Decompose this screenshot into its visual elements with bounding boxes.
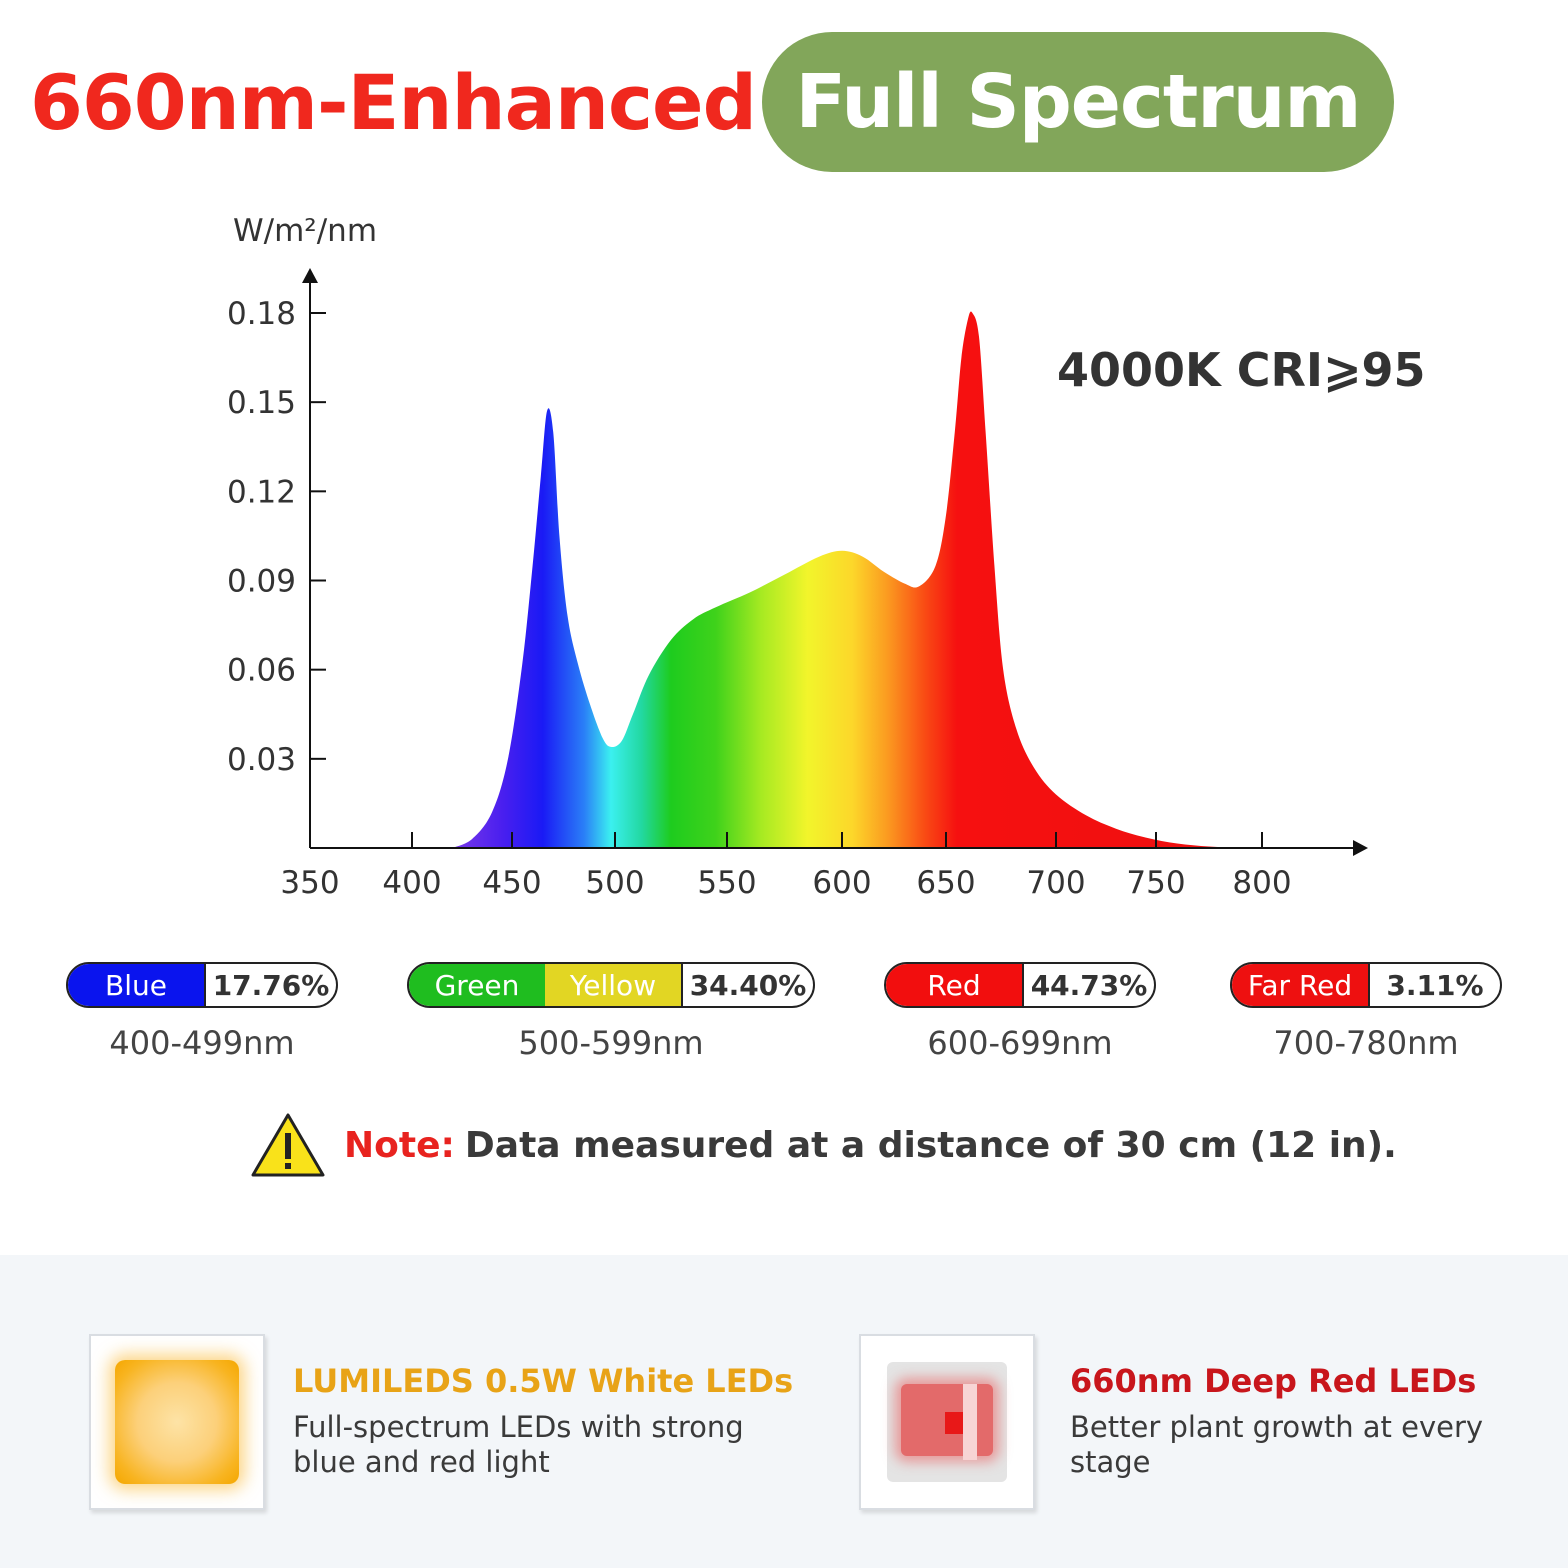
x-tick-label: 400 <box>382 865 441 901</box>
band-pill: Blue 17.76% <box>66 962 338 1008</box>
band-pill: Green Yellow 34.40% <box>407 962 815 1008</box>
white-led-chip-icon <box>89 1334 265 1510</box>
band-pill: Red 44.73% <box>884 962 1156 1008</box>
band-yellow-label: Yellow <box>545 964 681 1006</box>
x-tick-label: 800 <box>1232 865 1291 901</box>
headline: 660nm-Enhanced <box>30 58 757 147</box>
badge-label: Full Spectrum <box>795 59 1361 145</box>
white-led-title: LUMILEDS 0.5W White LEDs <box>293 1362 794 1400</box>
note-text: Data measured at a distance of 30 cm (12… <box>464 1124 1397 1166</box>
y-tick-label: 0.12 <box>227 474 296 510</box>
band-green-yellow-percent: 34.40% <box>681 964 813 1006</box>
warning-icon <box>251 1113 325 1177</box>
white-led-glow <box>115 1360 239 1484</box>
x-tick-label: 550 <box>697 865 756 901</box>
red-led-title: 660nm Deep Red LEDs <box>1070 1362 1477 1400</box>
band-pill: Far Red 3.11% <box>1230 962 1502 1008</box>
x-tick-label: 350 <box>280 865 339 901</box>
spectrum-area <box>452 311 1241 848</box>
led-features-panel: LUMILEDS 0.5W White LEDs Full-spectrum L… <box>0 1255 1568 1568</box>
band-blue: Blue 17.76% 400-499nm <box>66 962 338 1062</box>
band-blue-range: 400-499nm <box>109 1024 295 1062</box>
band-blue-percent: 17.76% <box>204 964 336 1006</box>
y-tick-label: 0.15 <box>227 385 296 421</box>
full-spectrum-badge: Full Spectrum <box>762 32 1394 172</box>
band-red-label: Red <box>886 964 1022 1006</box>
band-green-yellow-range: 500-599nm <box>518 1024 704 1062</box>
band-red: Red 44.73% 600-699nm <box>884 962 1156 1062</box>
measurement-note: Note: Data measured at a distance of 30 … <box>250 1110 1397 1180</box>
red-led-description: Better plant growth at every stage <box>1070 1410 1484 1479</box>
band-green-yellow: Green Yellow 34.40% 500-599nm <box>407 962 815 1062</box>
band-far-red-percent: 3.11% <box>1368 964 1500 1006</box>
band-far-red: Far Red 3.11% 700-780nm <box>1230 962 1502 1062</box>
band-red-percent: 44.73% <box>1022 964 1154 1006</box>
x-tick-label: 500 <box>585 865 644 901</box>
band-far-red-range: 700-780nm <box>1273 1024 1459 1062</box>
red-led-reflector <box>963 1384 977 1460</box>
spectrum-chart: W/m²/nm 0.03 0.06 0.09 0.12 0.15 0.18 350 400 4… <box>227 213 1426 901</box>
band-green-label: Green <box>409 964 545 1006</box>
band-blue-label: Blue <box>68 964 204 1006</box>
cct-cri-annotation: 4000K CRI⩾95 <box>1057 343 1426 397</box>
white-led-description: Full-spectrum LEDs with strong blue and … <box>293 1410 744 1479</box>
note-label: Note: <box>344 1124 455 1166</box>
y-tick-label: 0.09 <box>227 564 296 600</box>
y-tick-label: 0.03 <box>227 742 296 778</box>
y-axis-unit: W/m²/nm <box>233 213 377 249</box>
red-led-core <box>901 1384 993 1460</box>
x-tick-label: 650 <box>916 865 975 901</box>
band-red-range: 600-699nm <box>927 1024 1113 1062</box>
red-led-package <box>887 1362 1007 1482</box>
y-tick-label: 0.06 <box>227 653 296 689</box>
x-tick-label: 700 <box>1026 865 1085 901</box>
red-led-chip-icon <box>859 1334 1035 1510</box>
y-tick-label: 0.18 <box>227 296 296 332</box>
red-led-die <box>945 1412 963 1434</box>
x-axis-arrow <box>1353 840 1368 856</box>
x-tick-label: 750 <box>1126 865 1185 901</box>
x-tick-label: 600 <box>812 865 871 901</box>
band-far-red-label: Far Red <box>1232 964 1368 1006</box>
y-axis-arrow <box>302 268 318 283</box>
x-tick-label: 450 <box>482 865 541 901</box>
